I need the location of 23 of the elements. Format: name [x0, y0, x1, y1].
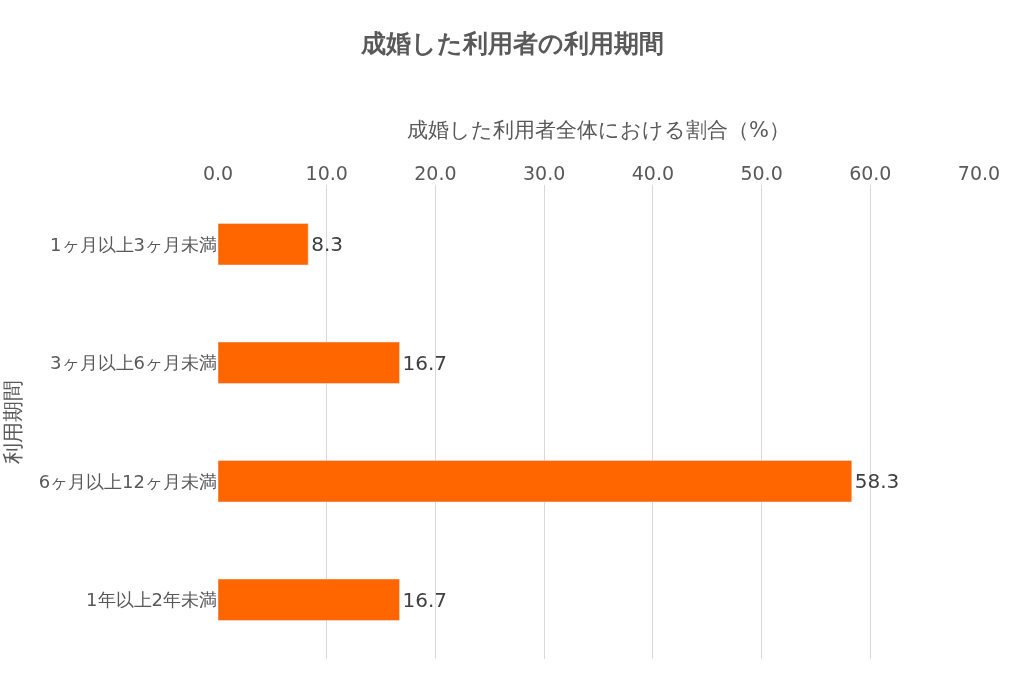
- chart-title: 成婚した利用者の利用期間: [359, 28, 664, 58]
- y-tick-label: 6ヶ月以上12ヶ月未満: [38, 470, 217, 492]
- x-tick-label: 0.0: [202, 162, 234, 185]
- data-label: 8.3: [311, 232, 344, 257]
- x-tick-label: 70.0: [957, 162, 1001, 185]
- bar: [218, 223, 309, 266]
- x-tick-label: 10.0: [305, 162, 348, 185]
- x-tick-label: 30.0: [522, 162, 566, 185]
- y-axis-title: 利用期間: [0, 380, 25, 464]
- bar: [218, 341, 400, 384]
- x-tick-label: 40.0: [631, 162, 675, 185]
- data-label: 58.3: [854, 469, 900, 494]
- data-label: 16.7: [402, 587, 448, 612]
- x-tick-label: 50.0: [740, 162, 783, 185]
- y-tick-label: 1ヶ月以上3ヶ月未満: [50, 233, 217, 255]
- y-tick-label: 3ヶ月以上6ヶ月未満: [50, 352, 217, 374]
- bar: [218, 460, 853, 503]
- x-tick-label: 20.0: [414, 162, 457, 185]
- y-tick-label: 1年以上2年未満: [86, 589, 217, 611]
- bar: [218, 578, 400, 621]
- x-axis-title: 成婚した利用者全体における割合（%）: [407, 118, 790, 143]
- data-label: 16.7: [402, 350, 448, 375]
- x-tick-label: 60.0: [849, 162, 892, 185]
